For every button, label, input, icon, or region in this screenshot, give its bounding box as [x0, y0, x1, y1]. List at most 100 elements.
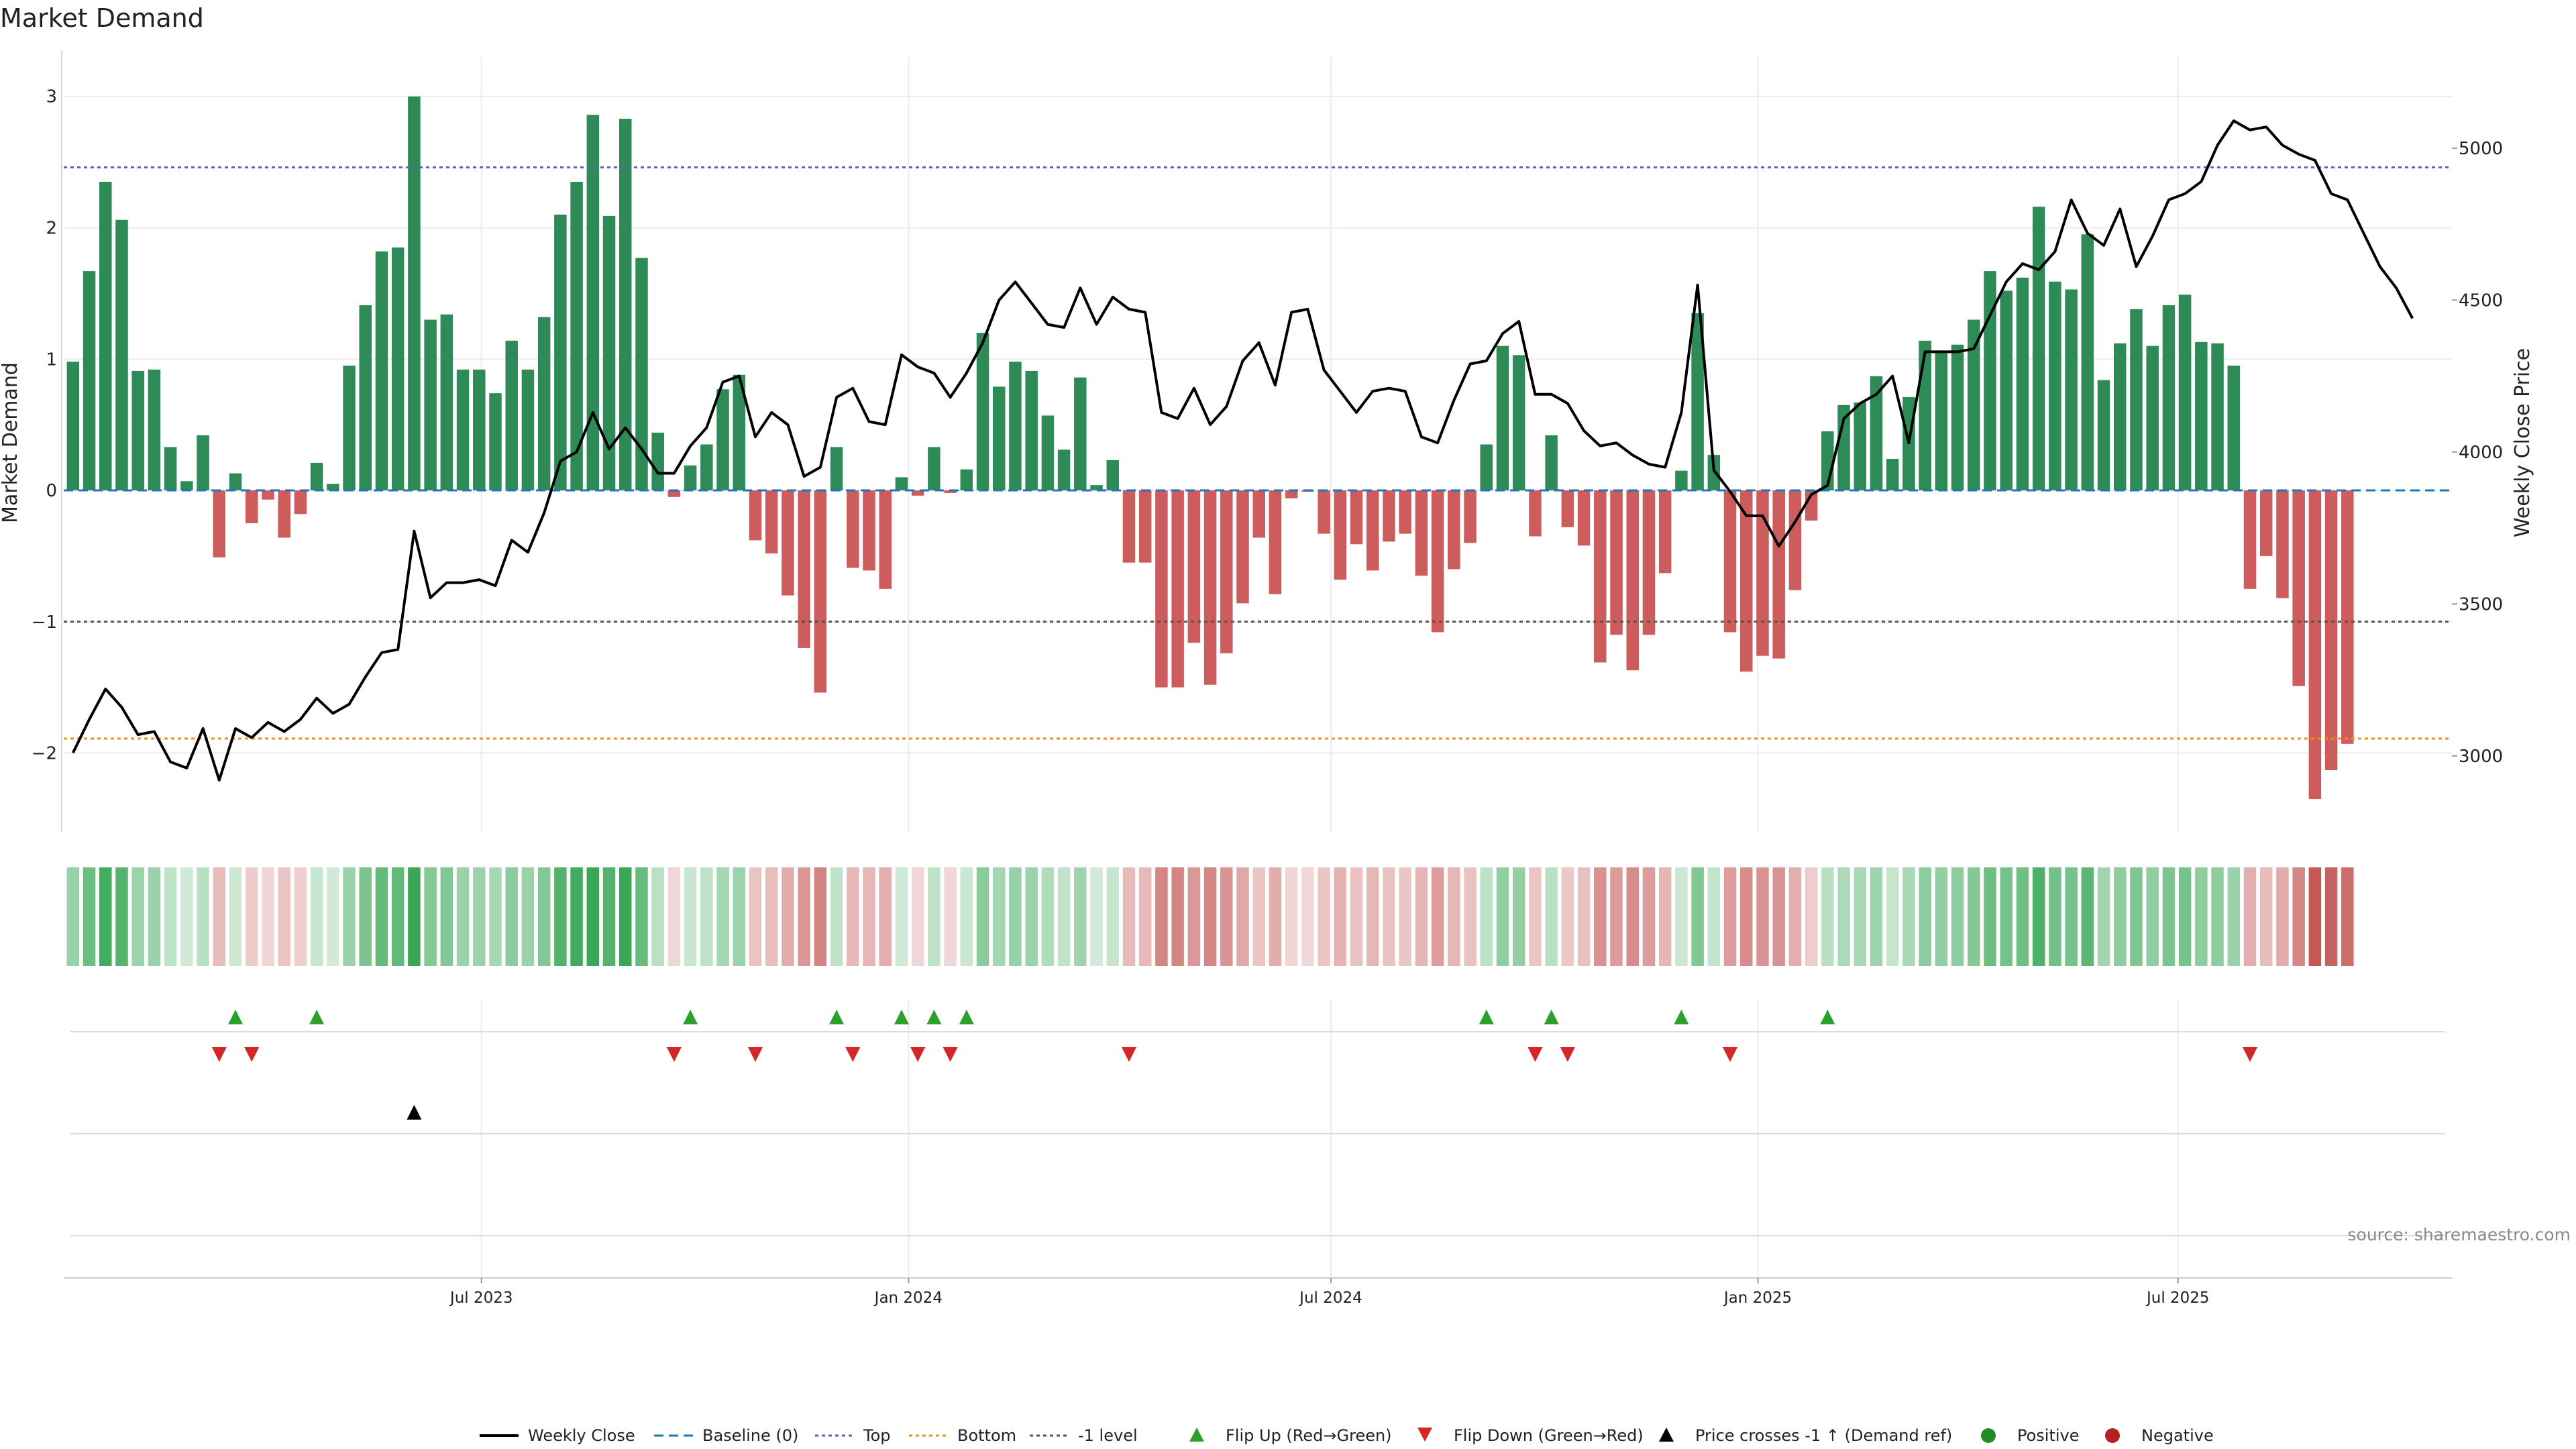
heat-cell — [554, 867, 567, 966]
demand-bar — [310, 462, 323, 491]
reference-levels — [64, 166, 2452, 740]
demand-bar — [863, 490, 875, 571]
demand-bar — [667, 490, 681, 497]
demand-bar — [521, 369, 535, 491]
heat-cell — [2049, 867, 2061, 966]
heat-cell — [1025, 867, 1038, 966]
flip-up-marker — [309, 1010, 325, 1024]
heat-cell — [1707, 867, 1721, 966]
demand-bar — [765, 490, 778, 553]
demand-bar — [440, 314, 453, 491]
heat-cell — [619, 867, 632, 966]
demand-bar — [1074, 377, 1087, 491]
demand-bar — [1138, 490, 1152, 563]
flip-up-marker — [1820, 1010, 1835, 1024]
demand-bar — [554, 214, 567, 491]
demand-bar — [716, 389, 729, 491]
right-tick-label: 3500 — [2459, 594, 2503, 614]
demand-bar — [2032, 207, 2045, 491]
demand-bar — [2130, 309, 2143, 491]
demand-bar — [115, 219, 128, 491]
heat-cell — [1642, 867, 1656, 966]
x-tick-label: Jul 2025 — [2145, 1289, 2210, 1307]
heat-cell — [408, 867, 421, 966]
legend-item: Positive — [1981, 1426, 2080, 1445]
demand-bar — [1009, 362, 1022, 491]
legend-item: Bottom — [909, 1426, 1016, 1445]
demand-bar — [489, 393, 502, 491]
demand-bar — [1025, 370, 1038, 491]
legend-label: Weekly Close — [528, 1426, 635, 1445]
heat-cell — [1529, 867, 1542, 966]
heat-cell — [1448, 867, 1460, 966]
demand-bar — [2243, 490, 2257, 589]
axes: 3 2 1 0 −1 −2 5000 4500 4000 3500 3000 — [32, 50, 2503, 832]
left-tick-label: 2 — [46, 218, 57, 238]
demand-bar — [2178, 294, 2192, 491]
heat-cell — [537, 867, 551, 966]
heat-cell — [343, 867, 356, 966]
flip-up-marker — [1674, 1010, 1689, 1024]
heat-cell — [2211, 867, 2224, 966]
flip-down-marker — [244, 1047, 260, 1062]
demand-bar — [1772, 490, 1785, 659]
demand-bar — [1658, 490, 1672, 574]
flip-up-marker — [829, 1010, 845, 1024]
demand-bar — [180, 481, 193, 491]
demand-bar — [1220, 490, 1233, 653]
legend: Weekly Close Baseline (0) Top Bottom -1 leve… — [480, 1426, 2214, 1445]
demand-bar — [505, 340, 518, 491]
heat-cell — [1626, 867, 1639, 966]
demand-bar — [2065, 289, 2078, 491]
demand-bar — [700, 444, 713, 491]
demand-bar — [1106, 460, 1120, 491]
heat-cell — [327, 867, 339, 966]
heat-cell — [1431, 867, 1444, 966]
left-tick-label: −1 — [32, 612, 57, 633]
demand-bar — [2000, 290, 2012, 491]
heat-cell — [1968, 867, 1980, 966]
demand-bar — [911, 490, 924, 496]
heat-cell — [895, 867, 908, 966]
demand-bar — [1968, 319, 1980, 491]
heat-cell — [489, 867, 502, 966]
demand-bar — [684, 465, 697, 491]
heat-cell — [651, 867, 664, 966]
heat-cell — [570, 867, 583, 966]
heat-cell — [1464, 867, 1477, 966]
demand-bar — [1383, 490, 1395, 542]
heat-cell — [1187, 867, 1201, 966]
demand-bar — [1415, 490, 1428, 576]
demand-bar — [2211, 343, 2224, 491]
heat-cell — [262, 867, 274, 966]
left-tick-label: 1 — [46, 350, 57, 370]
demand-bar — [1187, 490, 1201, 643]
demand-bar — [1269, 490, 1282, 594]
legend-item: -1 level — [1030, 1426, 1138, 1445]
demand-bar — [408, 96, 421, 491]
heat-cell — [1805, 867, 1818, 966]
x-tick-label: Jul 2023 — [449, 1289, 513, 1307]
heat-cell — [1269, 867, 1282, 966]
demand-bar — [2016, 277, 2029, 491]
heat-cell — [928, 867, 941, 966]
heat-cell — [1919, 867, 1931, 966]
heat-cell — [2081, 867, 2094, 966]
legend-item: Weekly Close — [480, 1426, 635, 1445]
heat-cell — [733, 867, 746, 966]
heat-cell — [830, 867, 843, 966]
heat-cell — [1171, 867, 1184, 966]
demand-bar — [2097, 380, 2110, 491]
demand-bar — [879, 490, 892, 589]
legend-label: Price crosses -1 ↑ (Demand ref) — [1695, 1426, 1952, 1445]
demand-bar — [424, 319, 437, 491]
demand-bar — [66, 362, 80, 491]
demand-bar — [1642, 490, 1656, 635]
demand-bar — [1448, 490, 1460, 570]
heat-cell — [700, 867, 713, 966]
heat-cell — [1366, 867, 1379, 966]
heat-cell — [2162, 867, 2176, 966]
demand-bar — [1577, 490, 1591, 546]
heat-cell — [2178, 867, 2192, 966]
demand-bar — [1984, 271, 1996, 491]
